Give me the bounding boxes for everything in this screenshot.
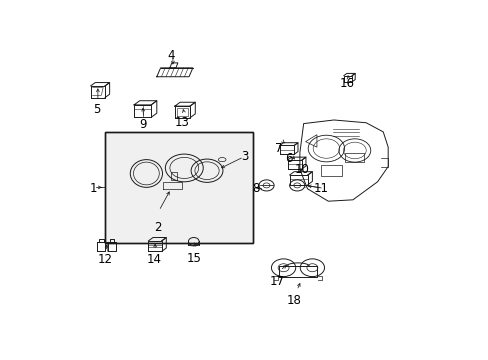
Text: 7: 7: [275, 142, 282, 155]
Text: 4: 4: [167, 49, 174, 62]
Text: 16: 16: [339, 77, 354, 90]
Text: 18: 18: [286, 294, 301, 307]
Text: 1: 1: [89, 182, 97, 195]
Bar: [320, 165, 341, 176]
Text: 11: 11: [313, 182, 327, 195]
Text: 5: 5: [93, 103, 101, 116]
Text: 9: 9: [139, 118, 146, 131]
Text: 2: 2: [154, 221, 161, 234]
Text: 13: 13: [175, 116, 189, 129]
Bar: [345, 153, 363, 162]
Text: 17: 17: [269, 275, 284, 288]
Text: 14: 14: [146, 253, 161, 266]
Bar: [104, 132, 252, 243]
Text: 10: 10: [294, 163, 308, 176]
Text: 12: 12: [97, 253, 112, 266]
Text: 6: 6: [284, 152, 292, 165]
Text: 8: 8: [252, 182, 260, 195]
Text: 3: 3: [241, 150, 248, 163]
Bar: [104, 132, 252, 243]
Text: 15: 15: [186, 252, 201, 265]
